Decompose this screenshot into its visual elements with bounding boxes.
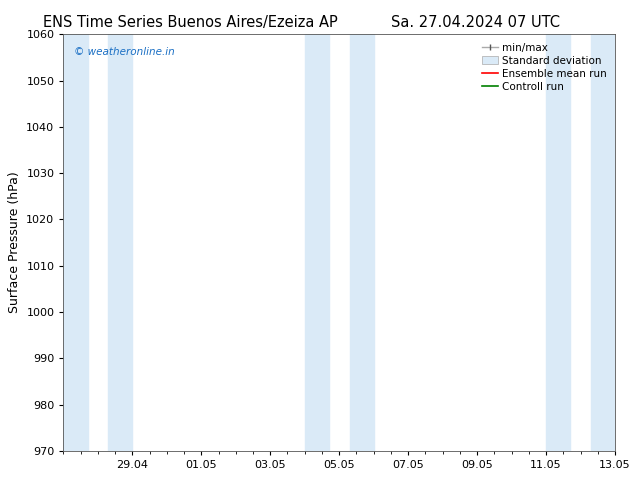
Text: ENS Time Series Buenos Aires/Ezeiza AP: ENS Time Series Buenos Aires/Ezeiza AP (43, 15, 337, 30)
Y-axis label: Surface Pressure (hPa): Surface Pressure (hPa) (8, 172, 21, 314)
Bar (63, 34, 87, 451)
Bar (305, 34, 329, 451)
Bar (546, 34, 570, 451)
Legend: min/max, Standard deviation, Ensemble mean run, Controll run: min/max, Standard deviation, Ensemble me… (479, 40, 610, 95)
Text: © weatheronline.in: © weatheronline.in (74, 47, 175, 57)
Bar (349, 34, 373, 451)
Bar (108, 34, 133, 451)
Text: Sa. 27.04.2024 07 UTC: Sa. 27.04.2024 07 UTC (391, 15, 560, 30)
Bar (591, 34, 615, 451)
